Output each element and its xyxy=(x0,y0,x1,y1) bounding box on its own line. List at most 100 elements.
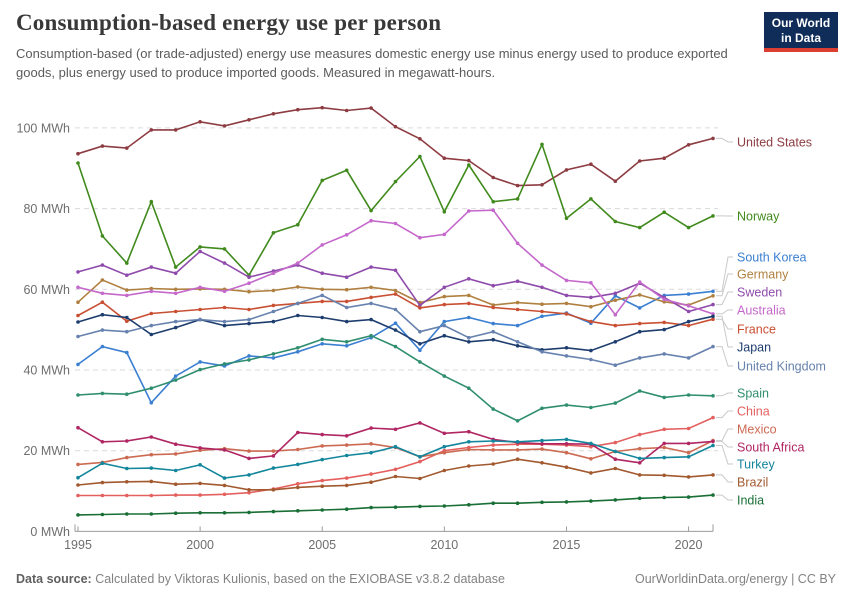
data-point[interactable] xyxy=(662,473,666,478)
data-point[interactable] xyxy=(100,278,105,282)
data-point[interactable] xyxy=(540,302,544,307)
data-point[interactable] xyxy=(540,263,544,267)
data-point[interactable] xyxy=(173,374,178,378)
data-point[interactable] xyxy=(540,447,544,451)
data-point[interactable] xyxy=(344,108,349,113)
data-point[interactable] xyxy=(76,161,80,165)
data-point[interactable] xyxy=(296,222,300,227)
data-point[interactable] xyxy=(637,389,642,393)
data-point[interactable] xyxy=(442,285,447,290)
data-point[interactable] xyxy=(100,328,105,332)
data-point[interactable] xyxy=(198,285,202,290)
data-point[interactable] xyxy=(247,354,251,358)
data-point[interactable] xyxy=(271,509,276,514)
data-point[interactable] xyxy=(564,465,569,470)
data-point[interactable] xyxy=(149,452,154,457)
series-label-india[interactable]: India xyxy=(737,494,764,508)
data-point[interactable] xyxy=(491,321,496,326)
data-point[interactable] xyxy=(125,273,129,278)
data-point[interactable] xyxy=(125,392,129,397)
data-point[interactable] xyxy=(686,143,691,147)
data-point[interactable] xyxy=(637,159,642,163)
data-point[interactable] xyxy=(393,221,398,226)
series-label-brazil[interactable]: Brazil xyxy=(737,476,768,490)
data-point[interactable] xyxy=(418,421,422,425)
data-point[interactable] xyxy=(198,317,202,322)
data-point[interactable] xyxy=(613,179,618,183)
data-point[interactable] xyxy=(125,439,129,443)
data-point[interactable] xyxy=(564,312,569,316)
data-point[interactable] xyxy=(637,293,642,297)
data-point[interactable] xyxy=(125,480,129,484)
series-label-norway[interactable]: Norway xyxy=(737,210,780,224)
data-point[interactable] xyxy=(564,403,569,407)
data-point[interactable] xyxy=(247,307,251,312)
data-point[interactable] xyxy=(271,231,276,235)
data-point[interactable] xyxy=(662,327,666,332)
data-point[interactable] xyxy=(125,288,129,292)
data-point[interactable] xyxy=(247,490,251,495)
series-label-turkey[interactable]: Turkey xyxy=(737,458,775,472)
data-point[interactable] xyxy=(467,440,471,444)
data-point[interactable] xyxy=(173,265,178,269)
data-point[interactable] xyxy=(686,495,691,499)
data-point[interactable] xyxy=(564,301,569,306)
data-point[interactable] xyxy=(320,243,325,247)
data-point[interactable] xyxy=(686,356,691,360)
data-point[interactable] xyxy=(173,128,178,132)
data-point[interactable] xyxy=(686,393,691,397)
data-point[interactable] xyxy=(467,163,471,167)
data-point[interactable] xyxy=(613,498,618,502)
data-point[interactable] xyxy=(711,415,715,420)
data-point[interactable] xyxy=(491,337,496,342)
data-point[interactable] xyxy=(613,466,618,471)
data-point[interactable] xyxy=(418,360,422,364)
series-line-brazil[interactable] xyxy=(77,458,714,491)
data-point[interactable] xyxy=(100,300,105,305)
data-point[interactable] xyxy=(100,144,105,148)
data-point[interactable] xyxy=(149,512,154,516)
data-point[interactable] xyxy=(271,356,276,360)
data-point[interactable] xyxy=(515,279,520,284)
data-point[interactable] xyxy=(296,285,300,289)
data-point[interactable] xyxy=(222,124,227,128)
data-point[interactable] xyxy=(393,179,398,184)
data-point[interactable] xyxy=(589,441,593,446)
data-point[interactable] xyxy=(515,501,520,506)
data-point[interactable] xyxy=(76,334,80,339)
series-label-china[interactable]: China xyxy=(737,405,770,419)
data-point[interactable] xyxy=(393,344,398,349)
data-point[interactable] xyxy=(320,478,325,483)
data-point[interactable] xyxy=(662,455,666,460)
data-point[interactable] xyxy=(76,462,80,467)
data-point[interactable] xyxy=(418,459,422,464)
data-point[interactable] xyxy=(173,493,178,497)
data-point[interactable] xyxy=(540,442,544,446)
data-point[interactable] xyxy=(149,435,154,439)
data-point[interactable] xyxy=(540,309,544,314)
data-point[interactable] xyxy=(442,468,447,473)
data-point[interactable] xyxy=(686,319,691,324)
data-point[interactable] xyxy=(613,363,618,368)
data-point[interactable] xyxy=(198,481,202,486)
data-point[interactable] xyxy=(344,287,349,292)
data-point[interactable] xyxy=(540,350,544,354)
data-point[interactable] xyxy=(369,480,373,485)
series-label-mexico[interactable]: Mexico xyxy=(737,423,777,437)
data-point[interactable] xyxy=(222,476,227,480)
data-point[interactable] xyxy=(198,367,202,372)
data-point[interactable] xyxy=(418,154,422,159)
data-point[interactable] xyxy=(320,293,325,298)
series-label-australia[interactable]: Australia xyxy=(737,304,786,318)
data-point[interactable] xyxy=(393,124,398,129)
data-point[interactable] xyxy=(467,447,471,452)
data-point[interactable] xyxy=(369,218,373,223)
data-point[interactable] xyxy=(222,448,227,452)
data-point[interactable] xyxy=(589,499,593,503)
data-point[interactable] xyxy=(320,342,325,346)
data-point[interactable] xyxy=(686,309,691,314)
data-point[interactable] xyxy=(589,471,593,475)
data-point[interactable] xyxy=(149,323,154,328)
data-point[interactable] xyxy=(564,216,569,221)
